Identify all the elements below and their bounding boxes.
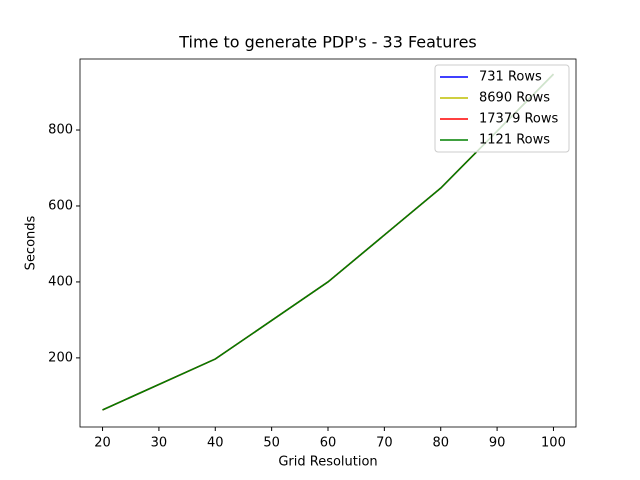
x-tick-label: 50	[263, 436, 280, 451]
y-axis-label: Seconds	[24, 215, 39, 270]
y-tick-label: 400	[48, 274, 73, 289]
plot-frame	[79, 58, 577, 428]
legend-label: 8690 Rows	[479, 91, 550, 106]
y-tick-label: 600	[48, 198, 73, 213]
x-axis-label: Grid Resolution	[278, 455, 377, 470]
legend-box	[434, 64, 570, 153]
legend-label: 17379 Rows	[479, 112, 559, 127]
y-tick-label: 200	[48, 350, 73, 365]
x-tick-label: 60	[320, 436, 337, 451]
x-tick-label: 70	[376, 436, 393, 451]
x-tick-label: 40	[207, 436, 224, 451]
x-tick-label: 20	[94, 436, 111, 451]
x-tick-label: 100	[541, 436, 566, 451]
chart-title: Time to generate PDP's - 33 Features	[178, 33, 477, 52]
x-tick-label: 30	[151, 436, 168, 451]
legend-label: 1121 Rows	[479, 133, 550, 148]
legend-label: 731 Rows	[479, 70, 542, 85]
y-tick-label: 800	[48, 123, 73, 138]
x-tick-label: 80	[432, 436, 449, 451]
x-tick-label: 90	[489, 436, 506, 451]
